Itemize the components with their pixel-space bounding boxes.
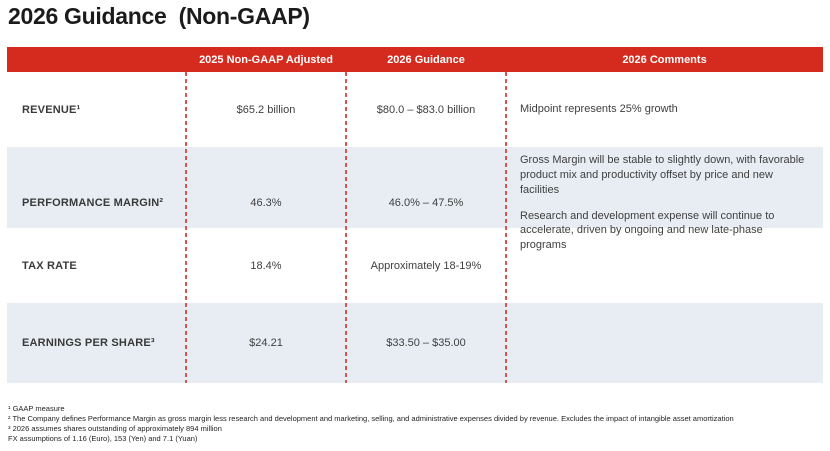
- column-divider-dashed: [505, 72, 507, 383]
- value-2025: 46.3%: [250, 197, 282, 210]
- value-2026: Approximately 18-19%: [370, 259, 482, 272]
- header-cell-2025-adjusted: 2025 Non-GAAP Adjusted: [199, 53, 333, 66]
- column-divider-dashed: [345, 72, 347, 383]
- comments-cell: [506, 228, 823, 303]
- guidance-table: 2025 Non-GAAP Adjusted 2026 Guidance 202…: [7, 47, 823, 383]
- value-2025: $65.2 billion: [236, 103, 296, 116]
- comments-cell: Gross Margin will be stable to slightly …: [506, 147, 823, 259]
- page-title: 2026 Guidance (Non-GAAP): [8, 3, 310, 29]
- footnote-performance-margin-definition: ² The Company defines Performance Margin…: [8, 414, 734, 423]
- footnote-fx-assumptions: FX assumptions of 1.16 (Euro), 153 (Yen)…: [8, 434, 198, 443]
- comment-text: Midpoint represents 25% growth: [520, 103, 678, 116]
- value-2026: $33.50 – $35.00: [386, 337, 466, 349]
- comments-cell: Midpoint represents 25% growth: [506, 72, 823, 147]
- value-2025: $24.21: [249, 337, 283, 349]
- row-label: REVENUE¹: [22, 103, 81, 116]
- table-row-tax-rate: TAX RATE 18.4% Approximately 18-19%: [7, 228, 823, 303]
- column-divider-dashed: [185, 72, 187, 383]
- header-cell-2026-guidance: 2026 Guidance: [387, 53, 465, 66]
- table-row-revenue: REVENUE¹ $65.2 billion $80.0 – $83.0 bil…: [7, 72, 823, 147]
- value-2026: $80.0 – $83.0 billion: [376, 103, 476, 116]
- table-row-earnings-per-share: EARNINGS PER SHARE³ $24.21 $33.50 – $35.…: [7, 303, 823, 383]
- comment-text: Gross Margin will be stable to slightly …: [520, 154, 805, 196]
- comment-text: Research and development expense will co…: [520, 209, 775, 252]
- comments-cell: [506, 303, 823, 383]
- row-label: EARNINGS PER SHARE³: [22, 337, 155, 349]
- row-label: TAX RATE: [22, 259, 77, 272]
- row-label: PERFORMANCE MARGIN²: [22, 197, 164, 210]
- table-header-row: 2025 Non-GAAP Adjusted 2026 Guidance 202…: [7, 47, 823, 72]
- footnotes: ¹ GAAP measure ² The Company defines Per…: [8, 404, 734, 444]
- footnote-shares-outstanding: ³ 2026 assumes shares outstanding of app…: [8, 424, 222, 433]
- header-cell-2026-comments: 2026 Comments: [622, 53, 707, 66]
- table-body: REVENUE¹ $65.2 billion $80.0 – $83.0 bil…: [7, 72, 823, 383]
- value-2026: 46.0% – 47.5%: [388, 197, 464, 210]
- value-2025: 18.4%: [250, 259, 282, 272]
- table-row-performance-margin: PERFORMANCE MARGIN² 46.3% 46.0% – 47.5% …: [7, 147, 823, 251]
- footnote-gaap: ¹ GAAP measure: [8, 404, 65, 413]
